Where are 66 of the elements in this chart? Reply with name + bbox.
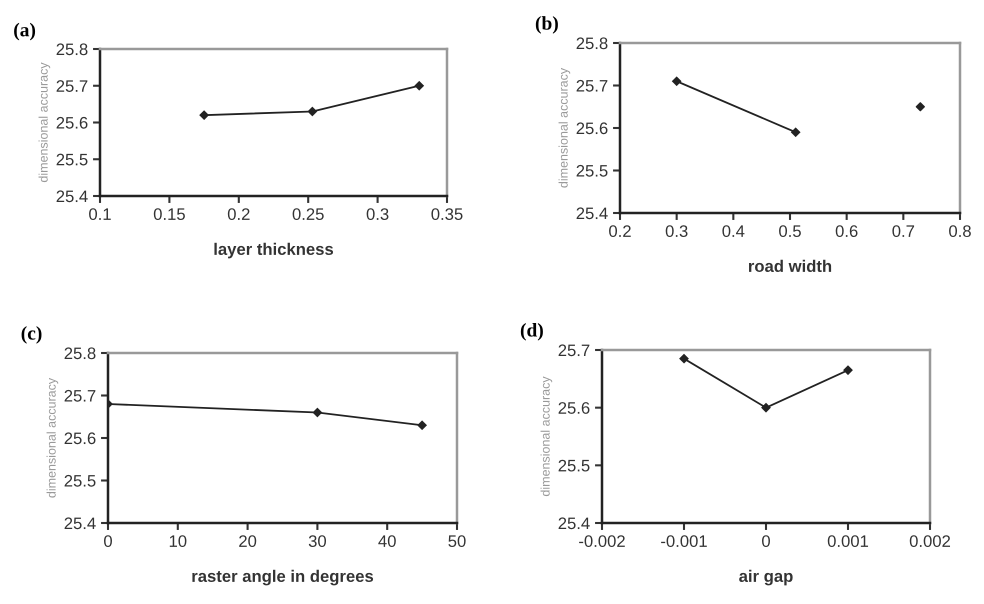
x-tick-label: 0.4 [722,225,744,238]
x-tick-label: 0 [104,535,112,548]
y-tick-label: 25.7 [558,344,590,356]
point [761,403,771,412]
x-tick-label: 0.3 [366,208,388,220]
x-axis-title: road width [748,260,832,272]
y-tick-label: 25.5 [56,154,88,166]
y-tick-label: 25.8 [576,37,608,50]
x-tick-label: 0.6 [836,225,858,238]
x-tick-label: 0.25 [292,208,324,220]
y-tick-label: 25.6 [576,122,608,134]
point [916,102,925,112]
x-tick-label: 0.001 [828,535,868,548]
x-tick-label: 0.35 [431,208,463,220]
x-axis-title: raster angle in degrees [192,570,374,586]
chart-title: (b) [536,16,558,34]
y-tick-label: 25.8 [64,347,96,360]
y-tick-label: 25.7 [56,80,88,92]
x-axis-title: layer thickness [214,242,334,258]
x-tick-label: 0.2 [609,225,631,238]
x-tick-label: 0.1 [89,208,111,220]
y-tick-label: 25.5 [558,460,590,472]
y-axis-title: dimensional accuracy [558,68,570,188]
y-axis-title: dimensional accuracy [38,62,50,182]
x-tick-label: 0.7 [892,225,914,238]
x-tick-label: 0.8 [949,225,971,238]
point [312,408,322,418]
point [308,106,317,116]
y-tick-label: 25.4 [558,517,590,530]
y-tick-label: 25.6 [64,432,96,444]
y-tick-label: 25.7 [64,390,96,402]
y-tick-label: 25.6 [558,402,590,414]
x-tick-label: 0 [762,535,770,548]
y-tick-label: 25.7 [576,80,608,92]
x-tick-label: -0.002 [579,535,625,548]
y-tick-label: 25.8 [56,43,88,56]
y-tick-label: 25.4 [56,190,88,202]
point [791,128,800,137]
y-axis-title: dimensional accuracy [46,378,58,498]
x-tick-label: 10 [170,535,186,548]
y-tick-label: 25.5 [64,474,96,487]
y-axis-title: dimensional accuracy [540,376,552,496]
x-tick-label: 0.2 [228,208,250,220]
x-axis-title: air gap [739,570,793,586]
x-tick-label: 20 [239,535,256,548]
x-tick-label: 0.5 [779,225,801,238]
point [843,366,853,375]
x-tick-label: 0.002 [910,535,950,548]
x-tick-label: 30 [308,535,326,548]
chart-title: (c) [22,326,42,344]
point [417,420,427,430]
y-tick-label: 25.4 [576,207,608,220]
point [679,354,689,364]
point [414,81,424,90]
x-tick-label: -0.001 [661,535,707,548]
point [199,110,209,120]
x-tick-label: 0.3 [666,225,688,238]
chart-title: (d) [520,322,543,341]
point [672,76,682,86]
x-tick-label: 50 [448,535,466,548]
y-tick-label: 25.6 [56,116,88,129]
chart-title: (a) [14,22,36,40]
y-tick-label: 25.5 [576,164,608,177]
x-tick-label: 0.15 [154,208,185,220]
y-tick-label: 25.4 [64,517,96,530]
x-tick-label: 40 [378,535,396,548]
